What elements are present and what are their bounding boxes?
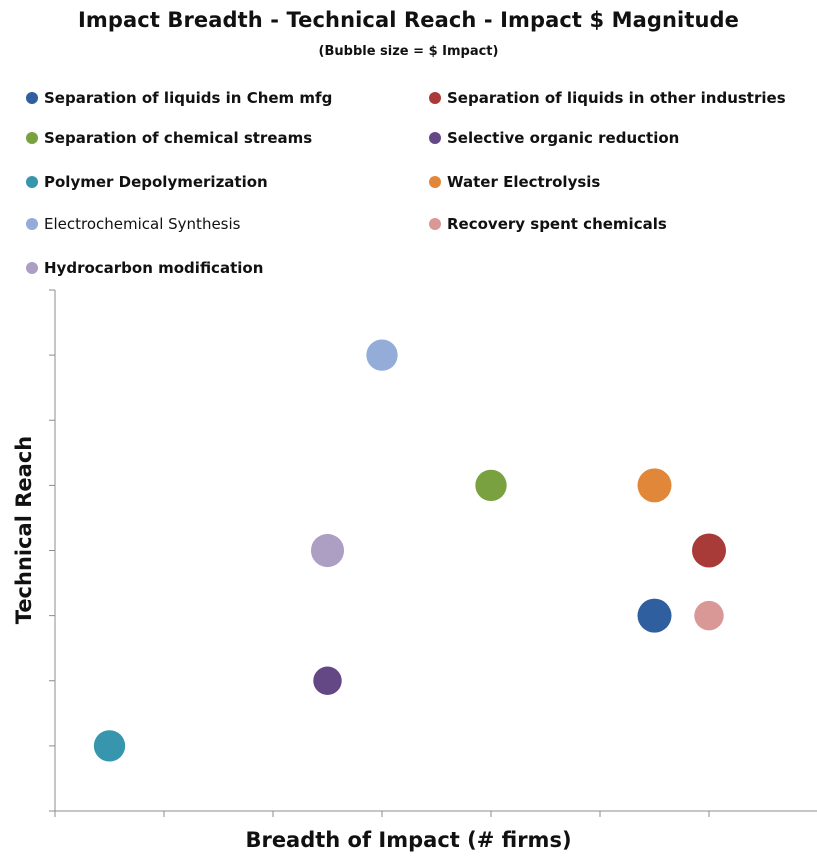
legend-label: Recovery spent chemicals — [447, 215, 667, 233]
bubble-8 — [694, 600, 724, 631]
x-axis-label: Breadth of Impact (# firms) — [245, 828, 572, 852]
legend-item-electrochemical-synthesis: Electrochemical Synthesis — [26, 212, 240, 236]
chart-subtitle: (Bubble size = $ Impact) — [318, 44, 499, 59]
y-axis-label: Technical Reach — [12, 435, 36, 625]
legend-item-other-industries: Separation of liquids in other industrie… — [429, 86, 786, 110]
legend-swatch — [429, 92, 441, 104]
legend-swatch — [429, 132, 441, 144]
legend-label: Selective organic reduction — [447, 129, 680, 147]
legend-label: Water Electrolysis — [447, 173, 601, 191]
legend-item-hydrocarbon-modification: Hydrocarbon modification — [26, 256, 263, 280]
bubble-9 — [310, 533, 345, 568]
bubble-5 — [93, 730, 126, 762]
legend-label: Electrochemical Synthesis — [44, 215, 241, 233]
legend-label: Separation of chemical streams — [44, 129, 313, 147]
legend-item-selective-reduction: Selective organic reduction — [429, 126, 679, 150]
chart-title: Impact Breadth - Technical Reach - Impac… — [77, 8, 740, 32]
legend-label: Polymer Depolymerization — [44, 173, 268, 191]
bubble-1 — [637, 598, 672, 633]
legend-swatch — [26, 92, 38, 104]
axes — [49, 289, 817, 817]
bubble-7 — [366, 339, 398, 371]
bubble-3 — [475, 469, 507, 502]
legend-swatch — [26, 132, 38, 144]
legend-swatch — [26, 262, 38, 274]
bubble-4 — [313, 666, 342, 695]
legend-item-recovery-spent-chemicals: Recovery spent chemicals — [429, 212, 667, 236]
legend-swatch — [429, 176, 441, 188]
bubble-6 — [637, 468, 672, 503]
bubbles — [93, 339, 726, 762]
legend-swatch — [429, 218, 441, 230]
legend-item-chemical-streams: Separation of chemical streams — [26, 126, 312, 150]
legend-swatch — [26, 218, 38, 230]
legend: Separation of liquids in Chem mfg Separa… — [26, 86, 816, 286]
legend-label: Separation of liquids in other industrie… — [447, 89, 786, 107]
bubble-2 — [692, 533, 726, 568]
legend-label: Separation of liquids in Chem mfg — [44, 89, 333, 107]
legend-item-polymer-depolymerization: Polymer Depolymerization — [26, 170, 268, 194]
legend-swatch — [26, 176, 38, 188]
legend-item-chem-mfg: Separation of liquids in Chem mfg — [26, 86, 332, 110]
legend-item-water-electrolysis: Water Electrolysis — [429, 170, 600, 194]
legend-label: Hydrocarbon modification — [44, 259, 264, 277]
